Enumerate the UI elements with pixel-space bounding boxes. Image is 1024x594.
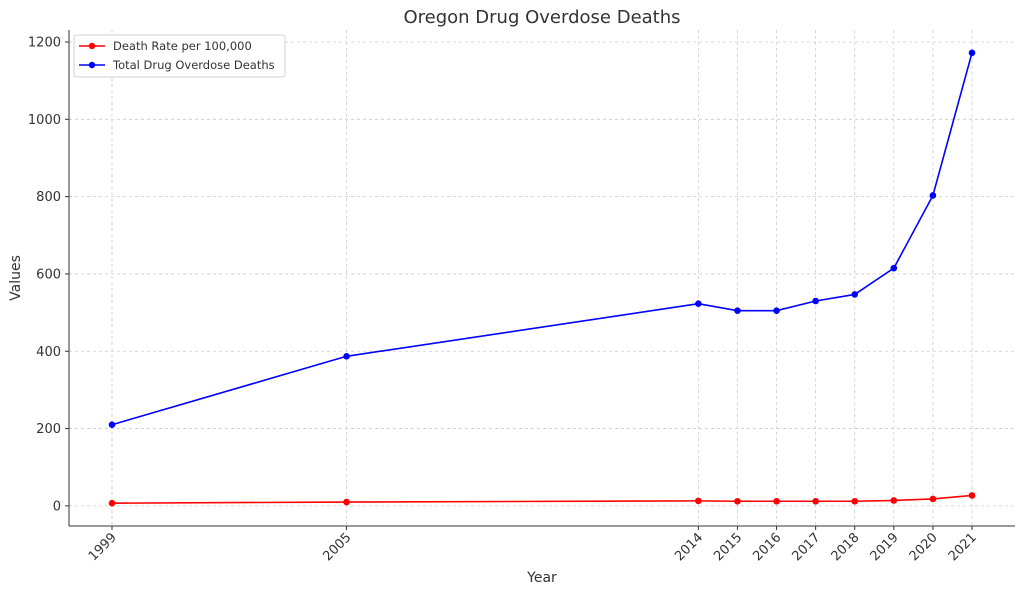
data-point: [968, 492, 976, 499]
data-point: [695, 300, 702, 308]
data-point: [812, 297, 819, 305]
y-tick-label: 200: [36, 422, 61, 437]
x-tick-label: 2021: [946, 530, 980, 564]
y-axis-label: Values: [8, 255, 24, 301]
x-tick-label: 2019: [868, 530, 902, 564]
y-tick-label: 1000: [28, 113, 61, 128]
data-point: [929, 495, 937, 503]
data-point: [343, 352, 350, 360]
y-tick-label: 600: [36, 267, 61, 282]
data-point: [773, 497, 780, 505]
legend-box: [73, 34, 286, 78]
x-tick-label: 2015: [711, 530, 745, 564]
x-axis-label: Year: [526, 570, 557, 586]
data-point: [890, 497, 898, 504]
y-tick-label: 800: [36, 190, 61, 205]
legend: Death Rate per 100,000 Total Drug Overdo…: [73, 34, 286, 78]
data-point: [695, 497, 702, 505]
x-tick-label: 1999: [86, 530, 120, 564]
x-tick-label: 2018: [829, 530, 863, 564]
y-tick-label: 1200: [28, 35, 61, 50]
x-tick-label: 2017: [789, 530, 823, 564]
data-point: [773, 307, 780, 314]
x-tick-label: 2005: [320, 530, 354, 564]
data-point: [851, 291, 859, 298]
data-point: [929, 192, 937, 199]
x-tick-label: 2014: [672, 530, 706, 564]
data-point: [108, 499, 116, 507]
grid: [69, 30, 1015, 526]
y-tick-label: 0: [53, 499, 61, 514]
legend-label-total-deaths: Total Drug Overdose Deaths: [112, 58, 275, 72]
series-group: [108, 49, 976, 507]
x-tick-label: 2020: [907, 530, 941, 564]
y-tick-label: 400: [36, 345, 61, 360]
data-point: [108, 421, 116, 429]
chart-title: Oregon Drug Overdose Deaths: [403, 7, 680, 28]
data-point: [734, 497, 741, 505]
legend-marker-total-deaths: [88, 61, 96, 69]
series-line-1: [111, 52, 973, 426]
data-point: [890, 264, 898, 272]
data-point: [968, 49, 976, 57]
data-point: [343, 498, 350, 506]
data-point: [812, 497, 819, 505]
x-tick-label: 2016: [750, 530, 784, 564]
legend-marker-death-rate: [88, 42, 96, 50]
series-line-0: [111, 494, 973, 504]
data-point: [851, 497, 859, 505]
legend-label-death-rate: Death Rate per 100,000: [113, 39, 252, 53]
data-point: [734, 307, 741, 314]
